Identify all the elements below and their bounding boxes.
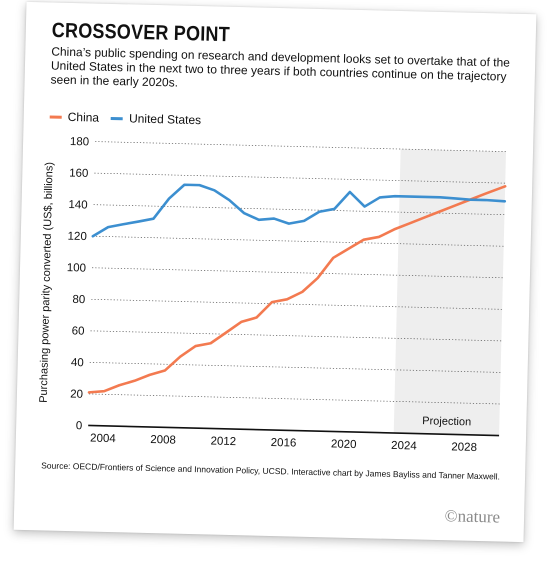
x-tick-label-2004: 2004 [90, 433, 116, 446]
gridline-y-20 [88, 393, 500, 405]
y-tick-label-0: 0 [76, 420, 83, 432]
gridline-y-80 [91, 298, 503, 310]
y-tick-label-140: 140 [68, 199, 87, 211]
projection-label: Projection [422, 415, 471, 428]
nature-logo: ©nature [444, 506, 501, 527]
y-tick-label-100: 100 [67, 262, 86, 274]
x-tick-label-2020: 2020 [331, 438, 357, 451]
series-line-china [87, 184, 507, 394]
gridline-y-160 [94, 172, 506, 184]
gridline-y-40 [89, 362, 501, 373]
gridline-y-120 [92, 235, 504, 247]
y-tick-label-20: 20 [70, 388, 83, 400]
y-axis-label: Purchasing power parity converted (US$, … [38, 162, 56, 403]
x-tick-label-2028: 2028 [451, 441, 477, 454]
gridline-y-100 [92, 267, 503, 279]
x-tick-label-2008: 2008 [150, 434, 176, 447]
x-tick-label-2024: 2024 [391, 440, 417, 453]
y-tick-label-180: 180 [70, 136, 89, 148]
x-tick-label-2012: 2012 [210, 435, 236, 448]
x-axis-line [88, 424, 500, 437]
line-chart: Projection 0 20 40 60 80 100 120 140 160 180 2004 20… [38, 136, 507, 454]
y-tick-label-40: 40 [71, 357, 84, 369]
gridline-y-60 [90, 330, 502, 342]
y-tick-label-160: 160 [69, 167, 88, 179]
y-tick-label-60: 60 [72, 325, 85, 337]
gridline-y-180 [95, 141, 507, 152]
x-tick-label-2016: 2016 [271, 437, 297, 450]
projection-region [393, 149, 507, 436]
y-tick-label-120: 120 [67, 231, 86, 243]
chart-card: CROSSOVER POINT China’s public spending … [13, 1, 537, 543]
series-line-united-states [91, 183, 507, 238]
y-tick-label-80: 80 [72, 294, 85, 306]
